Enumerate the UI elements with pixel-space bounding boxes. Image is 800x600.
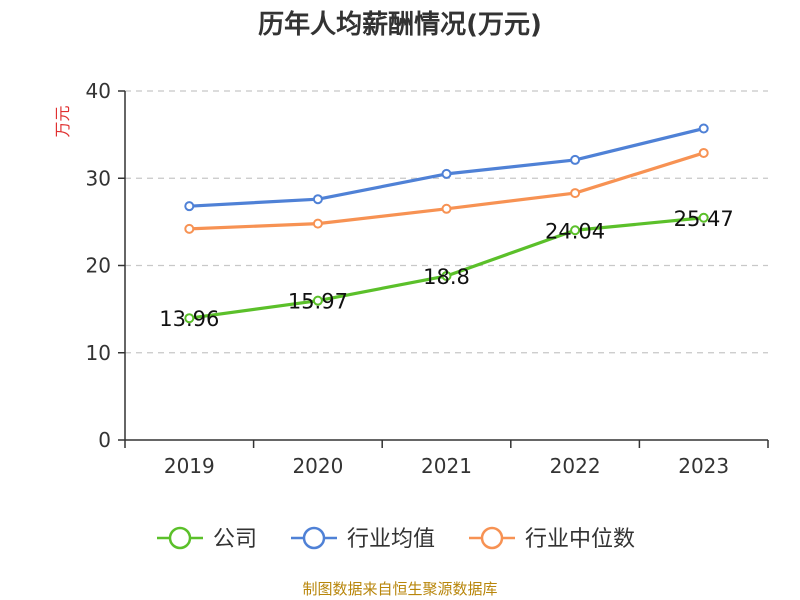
x-tick-label: 2021 (421, 454, 472, 478)
data-point (441, 203, 452, 214)
data-point (698, 123, 709, 134)
data-point (441, 270, 452, 281)
data-label: 25.47 (674, 207, 734, 231)
legend-marker (168, 526, 192, 550)
data-point (184, 313, 195, 324)
y-axis-title: 万元 (53, 105, 72, 137)
legend-item: 行业均值 (291, 526, 435, 552)
data-point (570, 225, 581, 236)
series-line (189, 126, 705, 208)
data-point (312, 218, 323, 229)
series-lines (184, 123, 709, 324)
data-label: 13.96 (159, 307, 219, 331)
x-tick-label: 2022 (550, 454, 601, 478)
x-tick-label: 2023 (678, 454, 729, 478)
data-point (698, 147, 709, 158)
source-note: 制图数据来自恒生聚源数据库 (302, 580, 498, 598)
y-tick-label: 0 (98, 428, 111, 452)
legend-marker (302, 526, 326, 550)
data-label: 24.04 (545, 219, 605, 243)
data-point (184, 201, 195, 212)
data-point (570, 188, 581, 199)
legend-marker (480, 526, 504, 550)
data-point (312, 295, 323, 306)
legend-item: 行业中位数 (469, 526, 635, 552)
data-point (312, 194, 323, 205)
data-point (184, 223, 195, 234)
data-point (570, 154, 581, 165)
legend: 公司 行业均值 行业中位数 (157, 526, 635, 552)
y-tick-label: 40 (86, 79, 111, 103)
data-label: 18.8 (423, 265, 470, 289)
y-tick-label: 10 (86, 341, 111, 365)
axes: 0 10 20 30 40 2019 2020 2021 2022 2023 万元 (53, 79, 769, 478)
chart-title: 历年人均薪酬情况(万元) (258, 10, 542, 40)
legend-label: 行业均值 (347, 527, 435, 552)
data-label: 15.97 (288, 290, 348, 314)
series-line (189, 151, 705, 231)
legend-item: 公司 (157, 526, 257, 552)
data-labels: 13.96 15.97 18.8 24.04 25.47 (159, 207, 734, 331)
x-tick-label: 2019 (164, 454, 215, 478)
x-tick-label: 2020 (292, 454, 343, 478)
y-tick-label: 20 (86, 254, 111, 278)
data-point (441, 168, 452, 179)
legend-label: 行业中位数 (525, 527, 635, 552)
legend-label: 公司 (213, 527, 257, 552)
y-tick-label: 30 (86, 166, 111, 190)
data-point (698, 212, 709, 223)
